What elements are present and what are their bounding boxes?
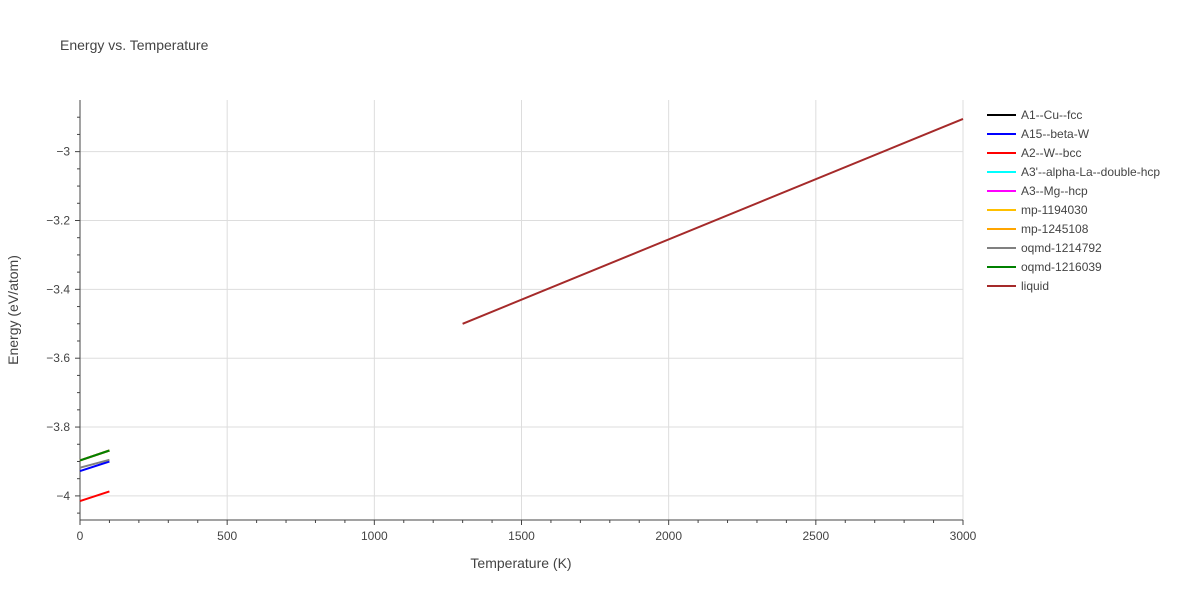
legend-label: A1--Cu--fcc bbox=[1021, 108, 1082, 122]
x-tick-label: 3000 bbox=[950, 529, 977, 543]
grid bbox=[80, 100, 964, 520]
legend-item[interactable]: A2--W--bcc bbox=[987, 146, 1081, 160]
series-line bbox=[79, 458, 110, 469]
series-line bbox=[79, 460, 110, 473]
series-line bbox=[462, 117, 964, 325]
plot-area bbox=[79, 117, 964, 503]
legend-item[interactable]: A3'--alpha-La--double-hcp bbox=[987, 165, 1160, 179]
legend-item[interactable]: A3--Mg--hcp bbox=[987, 184, 1088, 198]
legend-item[interactable]: mp-1245108 bbox=[987, 222, 1089, 236]
series-line bbox=[79, 490, 110, 503]
y-tick-label: −4 bbox=[56, 489, 70, 503]
legend-label: A15--beta-W bbox=[1021, 127, 1090, 141]
axes: 0 500 1000 1500 2000 2500 3000 −4 −3.8 −3.6 −3.4 −3… bbox=[46, 100, 977, 543]
legend-label: A3--Mg--hcp bbox=[1021, 184, 1088, 198]
legend-label: mp-1194030 bbox=[1021, 203, 1088, 217]
legend-label: oqmd-1216039 bbox=[1021, 260, 1102, 274]
legend-item[interactable]: A1--Cu--fcc bbox=[987, 108, 1082, 122]
y-tick-label: −3.8 bbox=[46, 420, 70, 434]
x-tick-label: 0 bbox=[77, 529, 84, 543]
x-tick-label: 2000 bbox=[655, 529, 682, 543]
legend-label: mp-1245108 bbox=[1021, 222, 1089, 236]
legend-item[interactable]: mp-1194030 bbox=[987, 203, 1088, 217]
legend-item[interactable]: A15--beta-W bbox=[987, 127, 1090, 141]
legend-label: liquid bbox=[1021, 279, 1049, 293]
series-line bbox=[79, 449, 110, 462]
legend-item[interactable]: oqmd-1216039 bbox=[987, 260, 1102, 274]
chart-title: Energy vs. Temperature bbox=[60, 37, 209, 53]
legend-label: A2--W--bcc bbox=[1021, 146, 1081, 160]
y-tick-label: −3.6 bbox=[46, 351, 70, 365]
legend[interactable]: A1--Cu--fcc A15--beta-W A2--W--bcc A3'--alp… bbox=[987, 108, 1160, 293]
y-tick-label: −3.4 bbox=[46, 282, 70, 296]
legend-item[interactable]: liquid bbox=[987, 279, 1049, 293]
legend-label: A3'--alpha-La--double-hcp bbox=[1021, 165, 1160, 179]
x-tick-label: 1500 bbox=[508, 529, 535, 543]
legend-label: oqmd-1214792 bbox=[1021, 241, 1102, 255]
legend-item[interactable]: oqmd-1214792 bbox=[987, 241, 1102, 255]
x-tick-label: 500 bbox=[217, 529, 237, 543]
y-axis-title: Energy (eV/atom) bbox=[5, 255, 21, 365]
y-tick-label: −3 bbox=[56, 145, 70, 159]
x-tick-label: 1000 bbox=[361, 529, 388, 543]
y-tick-label: −3.2 bbox=[46, 213, 70, 227]
x-axis-title: Temperature (K) bbox=[470, 555, 571, 571]
x-tick-label: 2500 bbox=[802, 529, 829, 543]
